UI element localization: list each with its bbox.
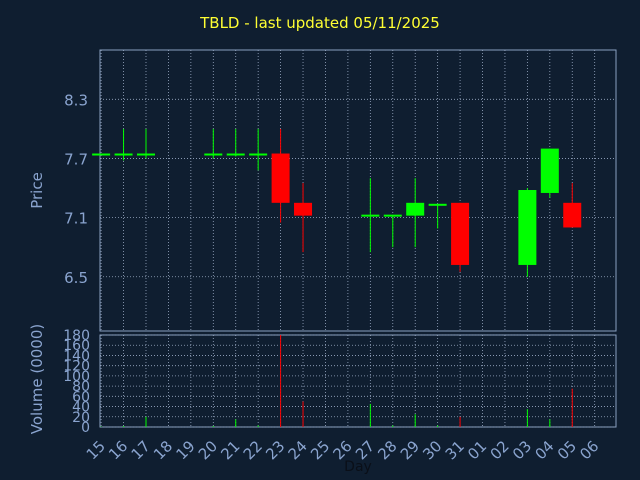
volume-tick-label: 120 xyxy=(63,359,90,375)
candle-body xyxy=(540,148,559,193)
candle-body xyxy=(114,153,133,156)
volume-tick-label: 60 xyxy=(72,389,90,405)
volume-panel-frame xyxy=(99,334,617,428)
candle-body xyxy=(226,153,245,156)
price-tick-label: 6.5 xyxy=(64,269,88,287)
volume-tick-label: 20 xyxy=(72,410,90,426)
candle-body xyxy=(451,202,470,265)
volume-tick-label: 160 xyxy=(63,338,90,354)
candle-body xyxy=(563,202,582,228)
volume-axis-label: Volume (0000) xyxy=(28,324,46,434)
x-tick-label: 06 xyxy=(576,437,602,463)
candle-body xyxy=(92,153,111,156)
candle-body xyxy=(294,202,313,216)
candle-body xyxy=(383,214,402,217)
candle-body xyxy=(136,153,155,156)
candle-body xyxy=(249,153,268,156)
candle-body xyxy=(361,214,380,217)
x-axis-label: Day xyxy=(344,459,372,475)
volume-tick-label: 100 xyxy=(63,369,90,385)
volume-tick-label: 140 xyxy=(63,348,90,364)
candle-body xyxy=(271,153,290,203)
price-tick-label: 7.1 xyxy=(64,210,88,228)
volume-tick-label: 0 xyxy=(81,420,90,436)
candle-body xyxy=(406,202,425,216)
chart-title: TBLD - last updated 05/11/2025 xyxy=(200,14,440,32)
volume-tick-label: 80 xyxy=(72,379,90,395)
candle-body xyxy=(428,203,447,206)
price-panel-frame xyxy=(99,49,617,332)
volume-tick-label: 40 xyxy=(72,400,90,416)
volume-tick-label: 180 xyxy=(63,328,90,344)
candle-body xyxy=(204,153,223,156)
price-tick-label: 8.3 xyxy=(64,91,88,109)
price-axis-label: Price xyxy=(28,172,46,209)
price-tick-label: 7.7 xyxy=(64,150,88,168)
candle-body xyxy=(518,190,537,265)
